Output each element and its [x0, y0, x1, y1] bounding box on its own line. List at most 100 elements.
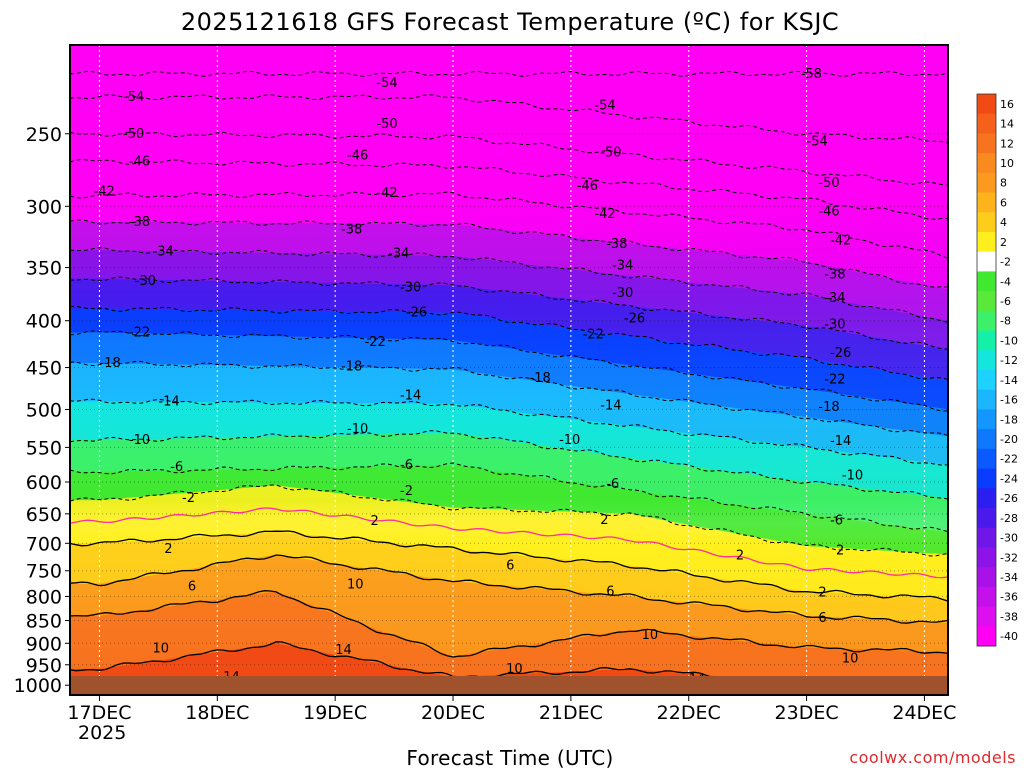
colorbar: 16 14 12 10 8 6 4 2 -2 -4 -6 -8 -10 -12 -14 -16 -18 -20 -2…: [976, 93, 1018, 647]
colorbar-label: -38: [1000, 610, 1018, 623]
colorbar-swatch: [977, 370, 996, 391]
contour-labels: -58-54-54-54-54-50-50-50-50-46 -46-46-46-…: [94, 67, 864, 687]
temperature-band: [70, 401, 948, 499]
temperature-band: [70, 73, 948, 142]
contour-label: -38: [341, 223, 362, 238]
isotherm-line: [70, 462, 948, 532]
contour-label: -34: [153, 244, 174, 259]
contour-label: 6: [188, 579, 196, 594]
colorbar-label: 4: [1000, 216, 1007, 229]
colorbar-swatch: [977, 172, 996, 194]
colorbar-swatch: [977, 586, 996, 608]
contour-label: 2: [371, 514, 379, 529]
colorbar-swatch: [977, 547, 996, 568]
contour-label: -10: [347, 422, 368, 437]
contour-label: -14: [400, 389, 421, 404]
colorbar-label: -12: [1000, 354, 1018, 367]
contour-label: -46: [577, 179, 598, 194]
contour-label: 10: [642, 628, 659, 643]
colorbar-label: -2: [1000, 256, 1011, 269]
colorbar-label: 6: [1000, 196, 1007, 209]
temperature-band: [70, 308, 948, 410]
isotherm-lines: [70, 70, 948, 688]
contour-label: 2: [736, 549, 744, 564]
contour-label: -34: [612, 258, 633, 273]
colorbar-label: 14: [1000, 118, 1014, 131]
colorbar-label: -6: [1000, 295, 1011, 308]
contour-label: -26: [624, 312, 645, 327]
colorbar-label: -30: [1000, 532, 1018, 545]
temperature-band: [70, 591, 948, 686]
y-tick-label: 500: [26, 399, 62, 421]
contour-label: -50: [600, 145, 621, 160]
colorbar-label: -28: [1000, 512, 1018, 525]
contour-label: -18: [818, 400, 839, 415]
contour-label: -18: [530, 371, 551, 386]
contour-label: -46: [129, 154, 150, 169]
temperature-band: [70, 531, 948, 623]
contour-label: -2: [182, 491, 195, 506]
temperature-band: [70, 554, 948, 657]
colorbar-swatch: [977, 330, 996, 351]
colorbar-label: 2: [1000, 236, 1007, 249]
contour-label: -22: [824, 373, 845, 388]
isotherm-line: [70, 330, 948, 412]
colorbar-label: -36: [1000, 591, 1018, 604]
colorbar-swatch: [977, 232, 996, 253]
contour-label: -2: [400, 484, 413, 499]
colorbar-label: -16: [1000, 394, 1018, 407]
contour-label: -38: [606, 237, 627, 252]
contour-label: -42: [830, 234, 851, 249]
colorbar-swatch: [977, 448, 996, 470]
colorbar-swatch: [977, 212, 996, 233]
contour-label: -6: [606, 477, 619, 492]
colorbar-swatch: [977, 133, 996, 154]
contour-label: -30: [135, 274, 156, 289]
credit-link[interactable]: coolwx.com/models: [849, 748, 1016, 767]
colorbar-label: -34: [1000, 571, 1018, 584]
isotherm-line: [70, 276, 948, 350]
isotherm-line: [70, 484, 948, 557]
y-tick-label: 600: [26, 472, 62, 494]
contour-label: -14: [830, 434, 851, 449]
colorbar-swatch: [977, 94, 996, 115]
colorbar-swatch: [977, 626, 996, 647]
temperature-band: [70, 332, 948, 437]
plot-area: -58-54-54-54-54-50-50-50-50-46 -46-46-46-…: [70, 45, 948, 695]
colorbar-swatch: [977, 310, 996, 332]
contour-label: -38: [129, 215, 150, 230]
y-tick-label: 900: [26, 633, 62, 655]
contour-label: -58: [801, 67, 822, 82]
colorbar-label: -4: [1000, 275, 1011, 288]
isotherm-line: [70, 554, 948, 624]
colorbar-label: -8: [1000, 315, 1011, 328]
isotherm-line: [70, 191, 948, 259]
x-axis: 17DEC 18DEC 19DEC 20DEC 21DEC 22DEC 23DEC 24DEC: [67, 695, 956, 724]
colorbar-swatch: [977, 251, 996, 272]
y-tick-label: 650: [26, 504, 62, 526]
contour-label: -46: [347, 148, 368, 163]
temperature-band: [70, 194, 948, 290]
contour-label: -42: [94, 184, 115, 199]
contour-label: 10: [153, 642, 170, 657]
isotherm-line: [70, 398, 948, 466]
colorbar-swatch: [977, 153, 996, 174]
colorbar-label: -26: [1000, 492, 1018, 505]
contour-label: -42: [376, 186, 397, 201]
colorbar-swatch: [977, 606, 996, 627]
contour-label: 2: [836, 544, 844, 559]
temperature-band: [70, 465, 948, 555]
contour-label: 2: [600, 513, 608, 528]
contour-label: -38: [824, 267, 845, 282]
isotherm-line: [70, 131, 948, 186]
colorbar-label: -40: [1000, 630, 1018, 643]
contour-label: -54: [376, 76, 397, 91]
contour-label: -34: [388, 247, 409, 262]
colorbar-swatch: [977, 409, 996, 430]
isotherm-line: [70, 158, 948, 220]
colorbar-swatch: [977, 488, 996, 509]
contour-label: -6: [170, 460, 183, 475]
chart-title: 2025121618 GFS Forecast Temperature (ºC)…: [181, 8, 839, 36]
y-tick-label: 400: [26, 311, 62, 333]
